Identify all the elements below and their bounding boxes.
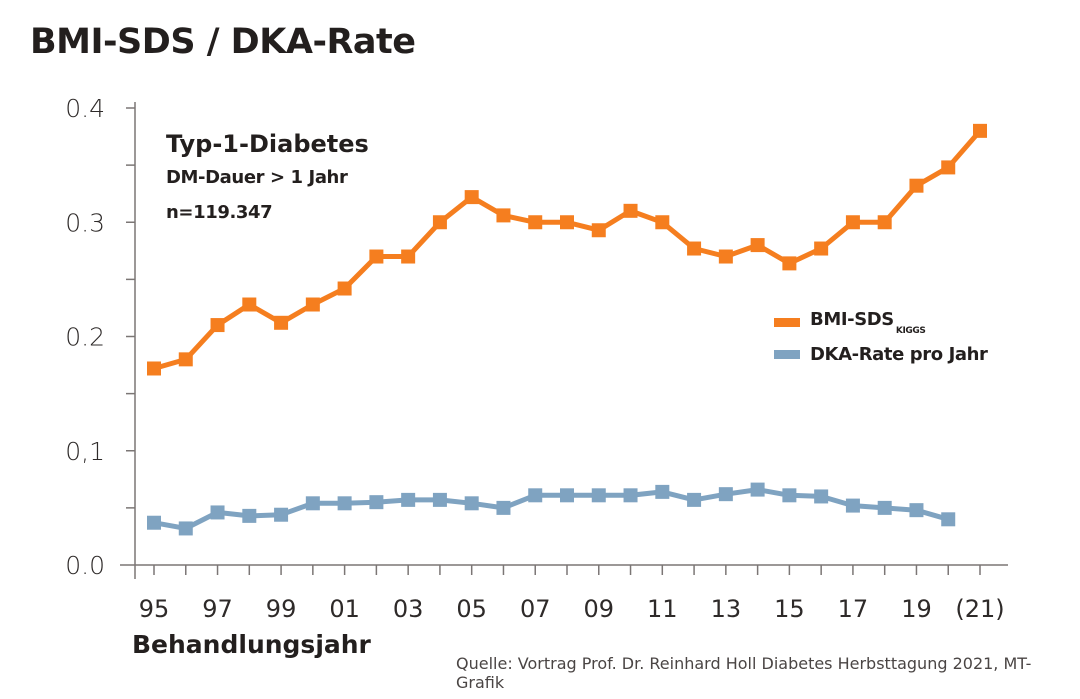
data-point-dka-rate — [623, 488, 638, 503]
annotation-sample-size: n=119.347 — [166, 202, 273, 223]
legend-subscript-kiggs: KIGGS — [895, 325, 926, 336]
series-layer — [147, 123, 987, 536]
legend-swatch-bmi-sds — [774, 317, 800, 327]
data-point-bmi-sds — [147, 361, 161, 376]
legend-swatch-dka-rate — [774, 349, 800, 359]
y-tick-label: 0.3 — [65, 208, 105, 237]
x-tick-label: 09 — [583, 595, 614, 623]
data-point-dka-rate — [432, 492, 447, 507]
data-point-bmi-sds — [782, 256, 797, 271]
data-point-dka-rate — [687, 492, 702, 507]
data-point-bmi-sds — [305, 297, 320, 312]
series-dka-rate — [147, 482, 956, 536]
data-point-dka-rate — [877, 500, 892, 515]
x-tick-label: 03 — [393, 595, 424, 623]
data-point-bmi-sds — [464, 190, 479, 205]
x-tick-label: 11 — [647, 595, 678, 623]
data-point-dka-rate — [337, 496, 352, 511]
y-tick-label: 0.2 — [65, 323, 105, 352]
x-tick-label: 97 — [202, 595, 233, 623]
data-point-bmi-sds — [274, 315, 289, 330]
legend-label-bmi-sds: BMI-SDS — [810, 308, 894, 330]
data-point-dka-rate — [305, 496, 320, 511]
series-line-dka-rate — [153, 487, 949, 531]
data-point-bmi-sds — [591, 223, 606, 238]
data-point-dka-rate — [178, 521, 193, 536]
data-point-dka-rate — [782, 488, 797, 503]
data-point-dka-rate — [401, 492, 416, 507]
legend-label-dka-rate: DKA-Rate pro Jahr — [810, 343, 988, 365]
axes: 0.0 0,1 0.2 0.3 0.4 95 97 99 01 03 05 07 09 11 13 15 17 1… — [65, 94, 1008, 623]
data-point-bmi-sds — [973, 123, 987, 138]
data-point-dka-rate — [750, 482, 765, 497]
x-tick-label: 01 — [329, 595, 360, 623]
data-point-bmi-sds — [814, 241, 829, 256]
x-tick-label: 07 — [520, 595, 551, 623]
data-point-dka-rate — [591, 488, 606, 503]
data-point-dka-rate — [496, 500, 511, 515]
data-point-dka-rate — [909, 503, 924, 518]
data-point-dka-rate — [528, 488, 543, 503]
legend-item-dka-rate: DKA-Rate pro Jahr — [774, 338, 988, 370]
y-tick-label: 0.0 — [65, 551, 105, 580]
y-tick-label: 0,1 — [65, 437, 105, 466]
data-point-bmi-sds — [369, 249, 384, 264]
data-point-bmi-sds — [242, 297, 257, 312]
data-point-bmi-sds — [941, 160, 956, 175]
data-point-bmi-sds — [178, 352, 193, 367]
data-point-dka-rate — [845, 498, 860, 513]
x-tick-label: 05 — [456, 595, 487, 623]
data-point-dka-rate — [941, 512, 956, 527]
data-point-bmi-sds — [623, 203, 638, 218]
data-point-dka-rate — [464, 496, 479, 511]
x-axis-label: Behandlungsjahr — [132, 630, 371, 659]
data-point-bmi-sds — [750, 238, 765, 253]
data-point-bmi-sds — [845, 215, 860, 230]
data-point-dka-rate — [274, 507, 289, 522]
legend-item-bmi-sds: BMI-SDSKIGGS — [774, 306, 988, 338]
data-point-bmi-sds — [210, 318, 225, 333]
data-point-dka-rate — [560, 488, 574, 503]
x-tick-label: 13 — [711, 595, 742, 623]
data-point-dka-rate — [718, 487, 733, 502]
data-point-bmi-sds — [401, 249, 416, 264]
data-point-bmi-sds — [687, 241, 702, 256]
x-tick-label: 17 — [838, 595, 869, 623]
annotation-diabetes-type: Typ-1-Diabetes — [166, 130, 369, 158]
data-point-dka-rate — [814, 489, 829, 504]
data-point-dka-rate — [210, 505, 225, 520]
source-note: Quelle: Vortrag Prof. Dr. Reinhard Holl … — [456, 654, 1032, 692]
data-point-bmi-sds — [877, 215, 892, 230]
data-point-dka-rate — [242, 508, 257, 523]
data-point-bmi-sds — [496, 208, 511, 223]
annotation-duration: DM-Dauer > 1 Jahr — [166, 167, 348, 188]
data-point-bmi-sds — [909, 178, 924, 193]
x-tick-label: 15 — [774, 595, 805, 623]
data-point-dka-rate — [147, 515, 161, 530]
x-tick-label: 19 — [901, 595, 932, 623]
data-point-bmi-sds — [560, 215, 574, 230]
series-bmi-sds — [147, 123, 987, 376]
data-point-bmi-sds — [432, 215, 447, 230]
data-point-dka-rate — [369, 495, 384, 510]
y-tick-label: 0.4 — [65, 94, 105, 123]
x-tick-label: 99 — [266, 595, 297, 623]
x-tick-label: 95 — [139, 595, 170, 623]
legend: BMI-SDSKIGGS DKA-Rate pro Jahr — [774, 306, 988, 370]
chart-title: BMI-SDS / DKA-Rate — [30, 22, 416, 62]
data-point-bmi-sds — [528, 215, 543, 230]
annotation-block: Typ-1-Diabetes DM-Dauer > 1 Jahr n=119.3… — [166, 130, 369, 223]
data-point-bmi-sds — [655, 215, 670, 230]
data-point-bmi-sds — [718, 249, 733, 264]
data-point-bmi-sds — [337, 281, 352, 296]
data-point-dka-rate — [655, 484, 670, 499]
x-tick-label: (21) — [955, 595, 1004, 623]
